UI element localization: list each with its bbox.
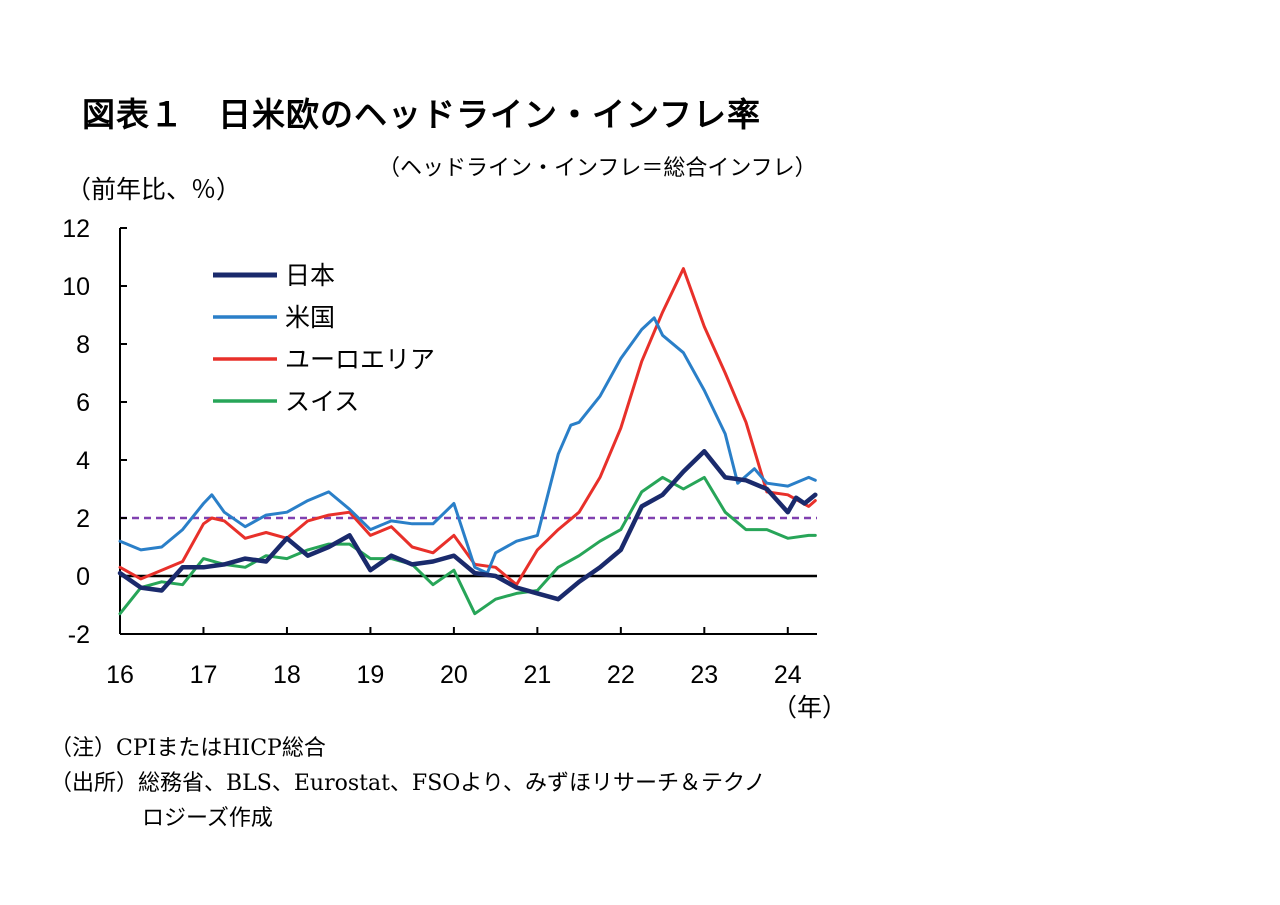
x-axis-unit-label: （年）	[772, 694, 847, 722]
legend-label: スイス	[285, 387, 359, 416]
x-tick-label: 17	[190, 661, 218, 689]
source-line-2: ロジーズ作成	[142, 806, 273, 831]
y-tick-label: -2	[68, 621, 90, 649]
x-tick-label: 16	[106, 661, 134, 689]
y-tick-label: 12	[62, 215, 90, 243]
y-tick-label: 2	[76, 505, 90, 533]
y-tick-label: 6	[76, 389, 90, 417]
series-line-1	[118, 316, 817, 575]
series-lines	[117, 267, 818, 616]
note-line: （注）CPIまたはHICP総合	[50, 736, 326, 761]
source-line-1: （出所）総務省、BLS、Eurostat、FSOより、みずほリサーチ＆テクノ	[50, 771, 766, 796]
legend-label: ユーロエリア	[285, 345, 435, 374]
y-tick-label: 10	[62, 273, 90, 301]
chart-subtitle: （ヘッドライン・インフレ＝総合インフレ）	[378, 156, 817, 181]
x-tick-label: 20	[440, 661, 468, 689]
x-tick-label: 19	[357, 661, 385, 689]
y-tick-label: 4	[76, 447, 90, 475]
chart-title: 図表１ 日米欧のヘッドライン・インフレ率	[82, 95, 762, 134]
series-line-0	[117, 449, 818, 602]
y-tick-label: 8	[76, 331, 90, 359]
x-tick-label: 18	[273, 661, 301, 689]
legend-label: 日本	[285, 261, 335, 290]
y-axis-unit-label: （前年比、％）	[66, 175, 242, 204]
series-line-3	[118, 475, 817, 616]
x-tick-label: 21	[523, 661, 551, 689]
legend-label: 米国	[285, 303, 335, 332]
x-tick-label: 24	[774, 661, 802, 689]
x-tick-label: 22	[607, 661, 635, 689]
series-line-2	[118, 267, 817, 587]
x-tick-label: 23	[690, 661, 718, 689]
y-tick-label: 0	[76, 563, 90, 591]
reference-lines	[120, 516, 817, 578]
